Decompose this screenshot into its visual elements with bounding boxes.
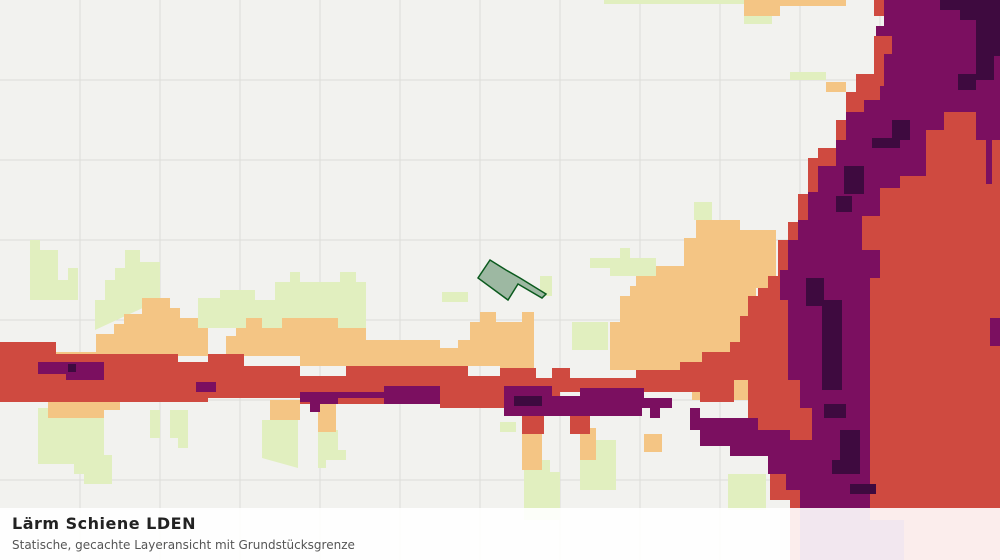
caption-panel: Lärm Schiene LDEN Statische, gecachte La… — [0, 508, 1000, 560]
parcel-boundary — [476, 258, 548, 302]
noise-extreme — [68, 0, 1000, 494]
layer-title: Lärm Schiene LDEN — [12, 514, 196, 533]
noise-light — [30, 0, 826, 520]
layer-subtitle: Statische, gecachte Layeransicht mit Gru… — [12, 538, 355, 552]
